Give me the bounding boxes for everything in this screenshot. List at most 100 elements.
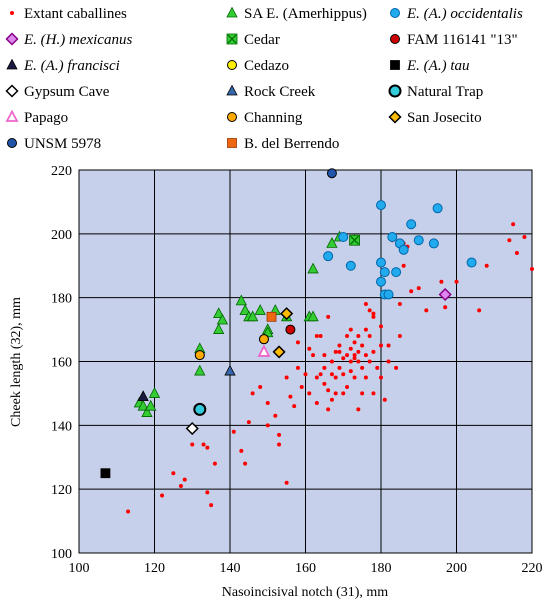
data-point	[345, 260, 356, 271]
data-point	[352, 340, 357, 345]
x-tick-label: 160	[295, 561, 316, 576]
data-point	[438, 287, 452, 302]
data-point	[213, 323, 225, 334]
y-tick-label: 220	[51, 164, 72, 179]
data-point	[379, 267, 390, 278]
data-point	[292, 404, 297, 409]
data-point	[522, 235, 527, 240]
data-point	[190, 442, 195, 447]
legend-entry: Cedar	[226, 32, 280, 48]
legend-marker	[10, 11, 14, 15]
data-point	[386, 359, 391, 364]
data-point	[273, 413, 278, 418]
data-point	[386, 343, 391, 348]
data-point	[326, 388, 331, 393]
data-point	[246, 310, 259, 322]
data-point	[363, 327, 368, 332]
data-point	[424, 308, 429, 313]
data-point	[484, 263, 489, 268]
data-point	[401, 263, 406, 268]
legend-marker	[6, 58, 18, 70]
data-point	[341, 372, 346, 377]
data-point	[307, 262, 319, 274]
data-point	[239, 304, 251, 315]
data-point	[194, 364, 206, 376]
data-point	[178, 483, 183, 488]
legend-marker	[227, 112, 237, 122]
y-tick-label: 120	[51, 483, 72, 498]
data-point	[280, 307, 294, 321]
legend-marker	[7, 138, 17, 148]
legend-entry: Papago	[5, 109, 68, 126]
data-point	[318, 372, 323, 377]
data-point	[314, 333, 319, 338]
legend-entry: SA E. (Amerhippus)	[226, 6, 367, 22]
data-point	[326, 407, 331, 412]
data-point	[265, 423, 270, 428]
legend-entry: E. (H.) mexicanus	[5, 32, 132, 48]
legend-marker	[390, 34, 400, 44]
y-axis-label: Cheek length (32), mm	[9, 297, 24, 427]
data-point	[182, 477, 187, 482]
data-point	[307, 346, 312, 351]
data-point	[337, 365, 342, 370]
data-point	[360, 391, 365, 396]
data-point	[322, 381, 327, 386]
data-point	[239, 448, 244, 453]
data-points	[100, 168, 534, 514]
data-point	[141, 406, 153, 417]
data-point	[288, 394, 293, 399]
data-point	[413, 235, 424, 246]
data-point	[205, 445, 210, 450]
data-point	[371, 314, 376, 319]
data-point	[352, 375, 357, 380]
x-tick-label: 220	[522, 561, 543, 576]
data-point	[323, 251, 334, 262]
data-point	[352, 356, 357, 361]
data-point	[265, 400, 270, 405]
x-tick-label: 200	[446, 561, 467, 576]
data-point	[341, 356, 346, 361]
data-point	[371, 311, 376, 316]
data-point	[318, 333, 323, 338]
data-point	[295, 340, 300, 345]
data-point	[266, 311, 277, 322]
data-point	[376, 257, 386, 268]
data-point	[257, 344, 271, 357]
legend-label: E. (A.) tau	[406, 58, 469, 74]
data-point	[345, 353, 350, 358]
data-point	[235, 294, 247, 306]
data-point	[345, 333, 350, 338]
data-point	[243, 461, 248, 466]
data-point	[258, 334, 269, 345]
legend-label: FAM 116141 "13"	[407, 32, 518, 48]
data-point	[284, 375, 289, 380]
legend-marker	[227, 60, 237, 70]
data-point	[337, 343, 342, 348]
data-point	[356, 349, 361, 354]
data-point	[356, 333, 361, 338]
gridlines	[79, 170, 532, 553]
y-tick-label: 160	[51, 356, 72, 371]
legend-label: Extant caballines	[24, 6, 127, 22]
data-point	[311, 353, 316, 358]
legend-label: Papago	[24, 110, 68, 126]
data-point	[246, 420, 251, 425]
legend-label: Rock Creek	[244, 84, 316, 100]
data-point	[360, 343, 365, 348]
x-tick-label: 140	[220, 561, 241, 576]
data-point	[397, 333, 402, 338]
legend-label: E. (A.) occidentalis	[406, 6, 523, 22]
data-point	[382, 397, 387, 402]
legend-label: San Josecito	[407, 110, 482, 126]
data-point	[299, 385, 304, 390]
data-point	[360, 365, 365, 370]
data-point	[326, 168, 337, 179]
data-point	[314, 375, 319, 380]
data-point	[394, 365, 399, 370]
legend-entry: Channing	[227, 110, 303, 126]
data-point	[277, 432, 282, 437]
data-point	[137, 390, 149, 402]
data-point	[511, 222, 516, 227]
y-tick-label: 180	[51, 292, 72, 307]
